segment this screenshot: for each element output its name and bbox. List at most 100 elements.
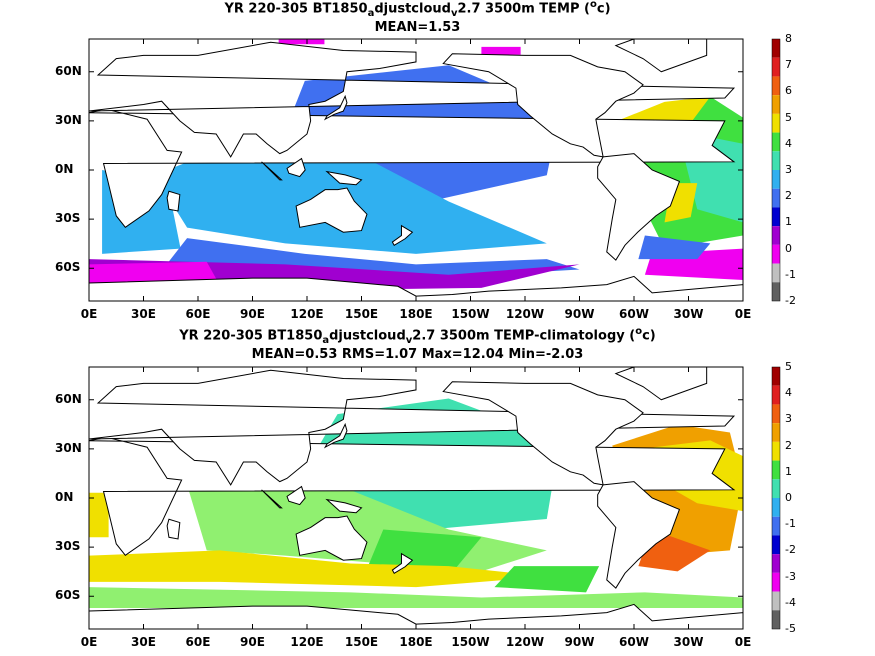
bottom-lon-label: 120W bbox=[505, 635, 545, 649]
top-coastlines-landmass bbox=[442, 53, 644, 158]
bottom-colorbar-segment bbox=[772, 404, 780, 424]
bottom-coastlines-landmass bbox=[89, 603, 743, 629]
bottom-coastlines-landmass bbox=[89, 369, 736, 486]
bottom-lon-label: 60W bbox=[619, 635, 649, 649]
top-colorbar-segment bbox=[772, 263, 780, 283]
bottom-colorbar-segment bbox=[772, 572, 780, 592]
top-colorbar-label: 6 bbox=[785, 84, 792, 98]
top-lon-label: 180E bbox=[399, 307, 433, 321]
top-coastlines-landmass bbox=[597, 153, 681, 261]
top-colorbar-segment bbox=[772, 170, 780, 189]
bottom-lon-label: 120E bbox=[290, 635, 324, 649]
top-coastlines-landmass bbox=[323, 94, 348, 121]
top-coastlines-landmass bbox=[261, 161, 283, 181]
top-colorbar-segment bbox=[772, 132, 780, 152]
bottom-coastlines-landmass bbox=[391, 552, 414, 575]
top-colorbar-label: 0 bbox=[785, 241, 792, 255]
top-coastlines-landmass bbox=[89, 41, 736, 158]
bottom-coastlines-landmass bbox=[295, 515, 368, 561]
top-coastlines bbox=[89, 39, 743, 301]
bottom-colorbar-segment bbox=[772, 423, 780, 442]
bottom-coastlines-landmass bbox=[286, 485, 306, 506]
bottom-colorbar-label: 3 bbox=[785, 412, 792, 426]
top-coastlines-landmass bbox=[166, 190, 181, 212]
bottom-colorbar-segment bbox=[772, 516, 780, 536]
top-colorbar-label: 8 bbox=[785, 32, 792, 45]
bottom-stats: MEAN=0.53 RMS=1.07 Max=12.04 Min=-2.03 bbox=[251, 347, 584, 362]
bottom-lon-label: 0E bbox=[80, 635, 98, 649]
top-coastlines-landmass bbox=[391, 224, 414, 247]
top-colorbar-segment bbox=[772, 244, 780, 264]
bottom-temperature-field-region bbox=[89, 550, 547, 588]
top-colorbar-segment bbox=[772, 151, 780, 170]
bottom-coastlines-landmass bbox=[261, 489, 283, 509]
bottom-colorbar-segment bbox=[772, 610, 780, 629]
top-lon-label: 120E bbox=[290, 307, 324, 321]
top-lon-label: 30W bbox=[673, 307, 704, 321]
bottom-colorbar-segment bbox=[772, 591, 780, 611]
bottom-colorbar-label: 4 bbox=[785, 386, 792, 400]
bottom-lon-label: 150E bbox=[344, 635, 379, 649]
bottom-lat-label: 60N bbox=[55, 391, 82, 406]
bottom-colorbar-frame bbox=[771, 366, 781, 630]
top-colorbar-segment bbox=[772, 188, 780, 208]
bottom-temperature-field-region bbox=[494, 566, 600, 593]
bottom-coastlines-landmass bbox=[166, 518, 181, 540]
bottom-coastlines-landmass bbox=[442, 381, 644, 486]
bottom-colorbar-segment bbox=[772, 367, 780, 386]
top-colorbar-label: 3 bbox=[785, 163, 792, 176]
top-coastlines-landmass bbox=[325, 170, 363, 186]
top-lon-label: 0E bbox=[734, 307, 752, 321]
top-colorbar-label: 1 bbox=[785, 215, 792, 229]
bottom-lon-label: 30W bbox=[673, 635, 704, 649]
top-coastlines-landmass bbox=[286, 157, 306, 178]
top-colorbar-label: -2 bbox=[785, 294, 796, 307]
bottom-colorbar-label: 5 bbox=[785, 360, 792, 373]
bottom-colorbar-segment bbox=[772, 498, 780, 517]
bottom-colorbar-segment bbox=[772, 441, 780, 461]
top-lon-label: 90E bbox=[240, 307, 265, 321]
top-lon-label: 120W bbox=[505, 307, 545, 321]
top-lon-label: 60E bbox=[185, 307, 211, 321]
top-coastlines-landmass bbox=[614, 39, 708, 73]
bottom-colorbar-label: -5 bbox=[785, 622, 796, 635]
bottom-lon-label: 150W bbox=[451, 635, 490, 649]
bottom-coastlines-landmass bbox=[597, 481, 681, 589]
top-temperature-field-region bbox=[278, 39, 325, 45]
bottom-colorbar-segment bbox=[772, 535, 780, 555]
bottom-lat-label: 0N bbox=[55, 490, 74, 504]
bottom-lon-label: 180E bbox=[399, 635, 433, 649]
top-lon-label: 150W bbox=[451, 307, 490, 321]
bottom-colorbar-segment bbox=[772, 385, 780, 405]
bottom-lat-label: 60S bbox=[55, 588, 81, 603]
bottom-colorbar-label: 2 bbox=[785, 438, 792, 452]
top-colorbar-label: 4 bbox=[785, 136, 792, 150]
bottom-lat-label: 30S bbox=[55, 539, 81, 554]
bottom-colorbar-label: 0 bbox=[785, 491, 792, 504]
top-coastlines-landmass bbox=[89, 275, 743, 301]
bottom-coastlines bbox=[89, 367, 743, 629]
top-colorbar-segment bbox=[772, 113, 780, 133]
bottom-map bbox=[89, 367, 743, 629]
bottom-colorbar-label: -3 bbox=[785, 569, 796, 583]
bottom-coastlines-landmass bbox=[323, 422, 348, 449]
bottom-colorbar-segment bbox=[772, 554, 780, 573]
top-lat-label: 30S bbox=[55, 211, 81, 226]
top-colorbar-segment bbox=[772, 57, 780, 77]
top-stats: MEAN=1.53 bbox=[374, 20, 461, 35]
top-temperature-field-region bbox=[638, 235, 711, 260]
top-title: YR 220-305 BT1850adjustcloudv2.7 3500m T… bbox=[224, 0, 611, 19]
bottom-lon-label: 60E bbox=[185, 635, 211, 649]
bottom-lon-label: 0E bbox=[734, 635, 752, 649]
top-colorbar-segment bbox=[772, 207, 780, 227]
top-lon-label: 90W bbox=[564, 307, 595, 321]
top-colorbar-label: 2 bbox=[785, 189, 792, 203]
bottom-lon-label: 30E bbox=[131, 635, 156, 649]
top-colorbar-segment bbox=[772, 39, 780, 58]
top-colorbar-frame bbox=[771, 38, 781, 302]
top-colorbar-segment bbox=[772, 76, 780, 96]
bottom-lat-label: 30N bbox=[55, 440, 82, 455]
bottom-colorbar-label: -1 bbox=[785, 517, 796, 531]
bottom-title: YR 220-305 BT1850adjustcloudv2.7 3500m T… bbox=[179, 326, 656, 346]
